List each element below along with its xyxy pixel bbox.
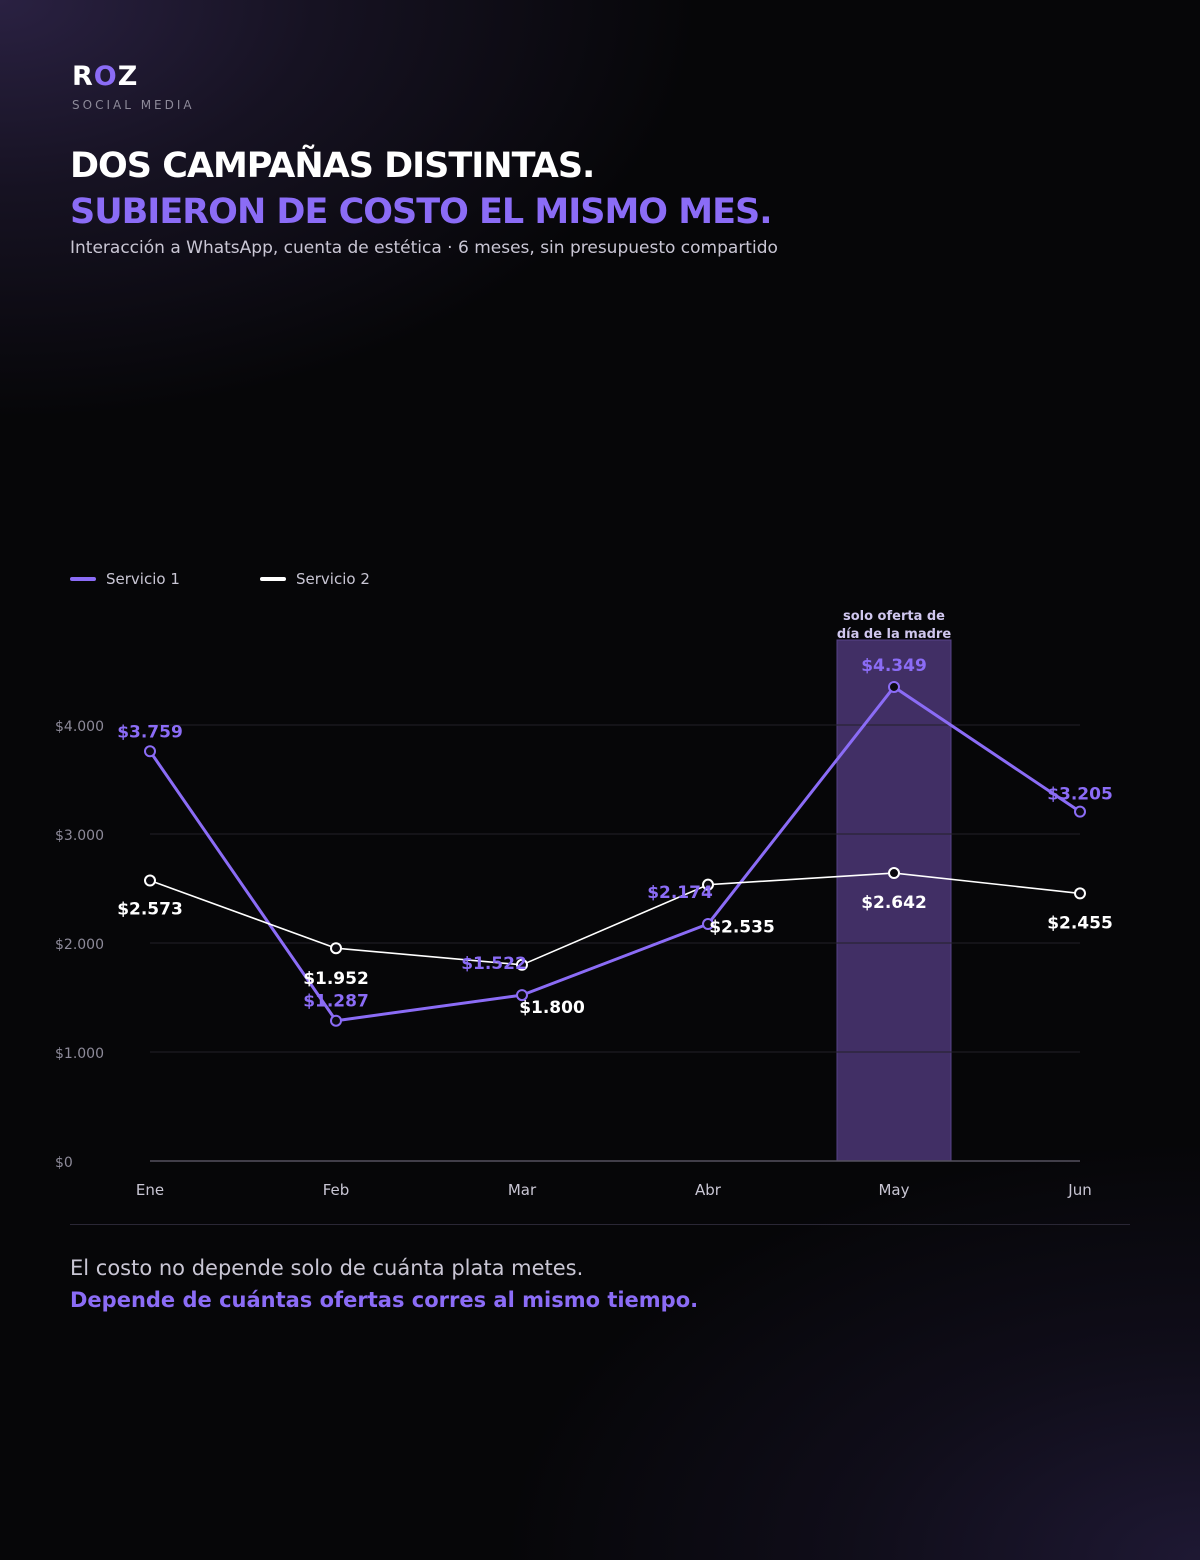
y-tick-label: $4.000 [55, 719, 104, 735]
logo-letter-o: O [93, 61, 118, 92]
data-label-servicio-1: $1.287 [303, 992, 369, 1012]
data-point-servicio-2 [702, 878, 714, 891]
y-tick-label: $3.000 [55, 828, 104, 844]
data-point-servicio-1 [144, 745, 156, 758]
data-label-servicio-2: $2.642 [861, 893, 927, 913]
legend-item-servicio-1: Servicio 1 [70, 570, 260, 588]
data-point-servicio-1 [888, 680, 900, 693]
data-label-servicio-1: $2.174 [647, 883, 713, 903]
data-label-servicio-2: $2.573 [117, 900, 183, 920]
highlight-band [836, 639, 952, 1162]
data-point-servicio-1 [1074, 805, 1086, 818]
highlight-label-line-2: día de la madre [837, 627, 951, 642]
highlight-label-line-1: solo oferta de [843, 609, 945, 624]
data-point-servicio-2 [144, 874, 156, 887]
data-label-servicio-2: $2.455 [1047, 913, 1113, 933]
data-label-servicio-2: $1.800 [519, 998, 585, 1018]
line-chart: solo oferta de día de la madre $0 $1.000 $2.… [55, 609, 1113, 1199]
divider [70, 1224, 1130, 1225]
legend-item-servicio-2: Servicio 2 [260, 570, 450, 588]
data-point-servicio-2 [888, 867, 900, 880]
headline: DOS CAMPAÑAS DISTINTAS. SUBIERON DE COST… [70, 144, 772, 236]
data-point-servicio-1 [702, 918, 714, 931]
x-tick-label: Jun [1067, 1181, 1091, 1199]
brand: ROZ SOCIAL MEDIA [72, 62, 195, 113]
y-tick-label: $0 [55, 1155, 73, 1171]
series-line-1 [148, 685, 1081, 1023]
headline-line-1: DOS CAMPAÑAS DISTINTAS. [70, 146, 595, 186]
y-tick-label: $1.000 [55, 1046, 104, 1062]
chart-legend: Servicio 1 Servicio 2 [70, 570, 450, 588]
legend-swatch-servicio-2 [260, 577, 286, 581]
footer-line-2: Depende de cuántas ofertas corres al mis… [70, 1288, 699, 1312]
x-tick-label: Abr [695, 1181, 722, 1199]
data-point-servicio-2 [330, 942, 342, 955]
data-label-servicio-1: $3.759 [117, 722, 183, 742]
y-tick-label: $2.000 [55, 937, 104, 953]
data-label-servicio-2: $1.952 [303, 969, 369, 989]
data-label-servicio-1: $4.349 [861, 656, 927, 676]
data-label-servicio-2: $2.535 [709, 918, 775, 938]
data-point-servicio-1 [330, 1014, 342, 1027]
brand-tagline: SOCIAL MEDIA [72, 98, 195, 112]
series-line-2 [149, 872, 1081, 966]
legend-swatch-servicio-1 [70, 577, 96, 581]
legend-label-servicio-1: Servicio 1 [106, 570, 180, 588]
data-point-servicio-2 [516, 958, 528, 971]
data-point-servicio-2 [1074, 887, 1086, 900]
data-label-servicio-1: $1.522 [461, 954, 527, 974]
headline-line-2: SUBIERON DE COSTO EL MISMO MES. [70, 192, 772, 232]
subtitle: Interacción a WhatsApp, cuenta de estéti… [70, 238, 778, 258]
legend-label-servicio-2: Servicio 2 [296, 570, 370, 588]
x-tick-label: Ene [136, 1181, 164, 1199]
x-tick-label: Feb [323, 1181, 350, 1199]
logo: ROZ [72, 62, 195, 92]
logo-letter-z: Z [117, 61, 139, 92]
logo-letter-r: R [72, 61, 94, 92]
footer-line-1: El costo no depende solo de cuánta plata… [70, 1256, 584, 1280]
x-tick-label: May [878, 1181, 909, 1199]
x-tick-label: Mar [508, 1181, 537, 1199]
footer: El costo no depende solo de cuánta plata… [70, 1252, 698, 1316]
data-point-servicio-1 [516, 989, 528, 1002]
data-label-servicio-1: $3.205 [1047, 785, 1113, 805]
